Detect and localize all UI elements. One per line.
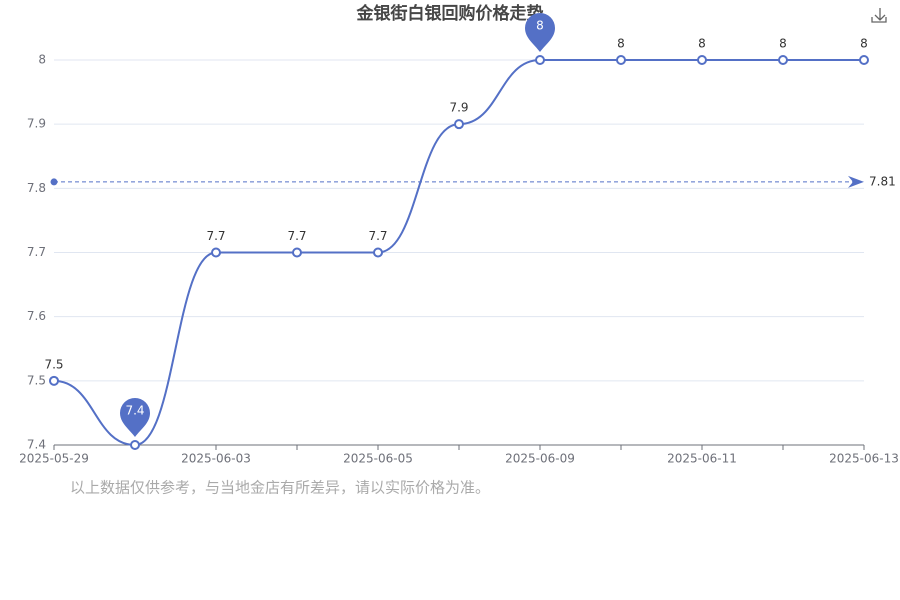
data-label: 7.5	[44, 357, 63, 371]
point	[616, 55, 626, 65]
data-label: 8	[779, 37, 787, 51]
data-label: 7.7	[287, 229, 306, 243]
average-label: 7.81	[869, 174, 896, 188]
data-label: 7.9	[449, 101, 468, 115]
chart-title: 金银街白银回购价格走势	[356, 3, 544, 24]
x-tick-label: 2025-05-29	[19, 452, 89, 466]
point	[859, 55, 869, 65]
data-label: 8	[698, 37, 706, 51]
point	[697, 55, 707, 65]
x-tick-label: 2025-06-03	[181, 452, 251, 466]
data-label: 7.7	[368, 229, 387, 243]
pin-label: 8	[536, 19, 544, 33]
y-tick-label: 7.5	[27, 373, 46, 387]
data-label: 8	[860, 37, 868, 51]
point	[535, 55, 545, 65]
y-tick-label: 7.9	[27, 117, 46, 131]
point	[373, 247, 383, 258]
point	[454, 119, 464, 130]
point	[130, 440, 140, 450]
y-tick-label: 7.8	[27, 181, 46, 195]
data-label: 8	[617, 37, 625, 51]
x-tick-label: 2025-06-09	[505, 452, 575, 466]
y-tick-label: 8	[38, 53, 46, 67]
y-tick-label: 7.7	[27, 245, 46, 259]
x-tick-label: 2025-06-05	[343, 452, 413, 466]
point	[778, 55, 788, 65]
data-label: 7.7	[206, 229, 225, 243]
pin	[525, 13, 555, 52]
download-icon[interactable]	[871, 8, 887, 23]
y-tick-label: 7.6	[27, 309, 46, 323]
footnote: 以上数据仅供参考，与当地金店有所差异，请以实际价格为准。	[70, 479, 490, 497]
x-tick-label: 2025-06-13	[829, 452, 899, 466]
y-tick-label: 7.4	[27, 438, 46, 452]
pin-label: 7.4	[125, 404, 144, 418]
x-tick-label: 2025-06-11	[667, 452, 737, 466]
point	[211, 247, 221, 258]
point	[49, 375, 59, 386]
point	[292, 247, 302, 258]
pin	[120, 398, 150, 437]
average-arrow	[848, 175, 864, 188]
